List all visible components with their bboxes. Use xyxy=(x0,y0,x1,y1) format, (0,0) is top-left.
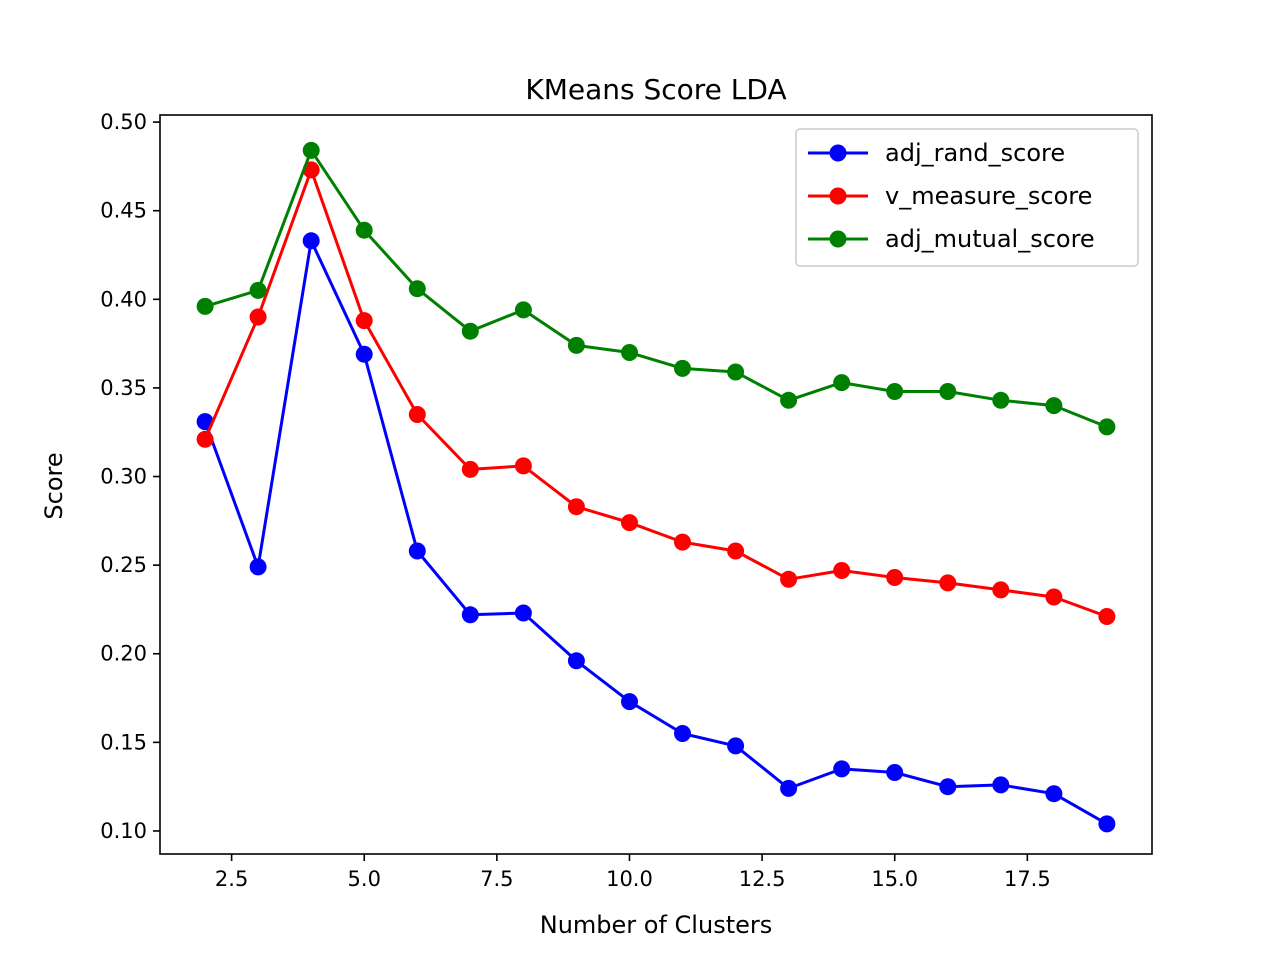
data-point-adj_rand_score-15 xyxy=(886,764,904,781)
data-point-adj_rand_score-12 xyxy=(727,737,745,755)
data-point-adj_rand_score-6 xyxy=(408,542,426,560)
y-tick-label: 0.15 xyxy=(100,730,147,754)
data-point-adj_mutual_score-9 xyxy=(567,336,585,354)
data-point-v_measure_score-14 xyxy=(833,562,851,579)
data-point-adj_mutual_score-7 xyxy=(461,322,479,340)
data-point-v_measure_score-9 xyxy=(567,498,585,516)
plot-frame xyxy=(159,114,1153,855)
data-point-adj_rand_score-5 xyxy=(355,345,373,363)
x-tick-label: 10.0 xyxy=(606,867,653,891)
data-point-adj_rand_score-7 xyxy=(461,606,479,624)
data-point-adj_mutual_score-10 xyxy=(621,344,638,361)
x-axis-label: Number of Clusters xyxy=(540,911,773,939)
data-point-v_measure_score-16 xyxy=(939,574,957,592)
data-point-v_measure_score-10 xyxy=(621,514,638,532)
data-point-v_measure_score-5 xyxy=(355,312,373,330)
x-tick-label: 15.0 xyxy=(871,867,918,891)
data-point-adj_rand_score-4 xyxy=(302,232,320,250)
data-point-adj_mutual_score-18 xyxy=(1045,397,1063,415)
series-line-adj_rand_score xyxy=(203,239,1108,826)
data-point-adj_mutual_score-5 xyxy=(355,221,373,239)
y-tick-label: 0.50 xyxy=(100,110,147,134)
y-tick-label: 0.45 xyxy=(100,199,147,223)
data-point-v_measure_score-18 xyxy=(1045,588,1063,606)
data-point-v_measure_score-15 xyxy=(886,569,904,586)
y-axis-label: Score xyxy=(40,452,68,519)
data-point-v_measure_score-3 xyxy=(249,308,267,326)
data-point-v_measure_score-13 xyxy=(780,570,798,588)
x-tick-label: 12.5 xyxy=(739,867,786,891)
data-point-adj_rand_score-17 xyxy=(992,776,1010,794)
data-point-v_measure_score-11 xyxy=(674,533,691,551)
y-tick-label: 0.35 xyxy=(100,376,147,400)
legend: adj_rand_score v_measure_score adj_mutual_… xyxy=(795,128,1139,267)
data-point-adj_rand_score-18 xyxy=(1045,785,1063,803)
data-point-v_measure_score-2 xyxy=(196,430,214,448)
plot-area: 2.5 5.0 7.5 10.0 12.5 15.0 17.5 0.10 0.15 0.20 0.2… xyxy=(100,110,1153,891)
legend-label-adj_rand_score: adj_rand_score xyxy=(885,139,1065,167)
data-point-adj_mutual_score-16 xyxy=(939,383,957,400)
legend-marker-adj_mutual_score xyxy=(829,230,847,248)
series-line-v_measure_score xyxy=(203,168,1108,618)
data-point-adj_mutual_score-15 xyxy=(886,383,904,400)
legend-box xyxy=(795,128,1139,267)
data-point-adj_rand_score-19 xyxy=(1098,815,1116,833)
data-point-adj_rand_score-11 xyxy=(674,725,691,742)
x-tick-label: 17.5 xyxy=(1004,867,1051,891)
data-point-adj_mutual_score-13 xyxy=(780,391,798,409)
y-tick-label: 0.10 xyxy=(100,819,147,843)
data-point-adj_mutual_score-6 xyxy=(408,280,426,298)
y-tick-label: 0.40 xyxy=(100,287,147,311)
legend-label-adj_mutual_score: adj_mutual_score xyxy=(885,225,1095,253)
legend-marker-adj_rand_score xyxy=(829,144,847,162)
legend-label-v_measure_score: v_measure_score xyxy=(885,182,1092,210)
data-point-adj_rand_score-10 xyxy=(621,693,638,711)
data-point-v_measure_score-12 xyxy=(727,542,745,560)
data-point-adj_mutual_score-19 xyxy=(1098,418,1116,436)
data-point-v_measure_score-6 xyxy=(408,406,426,423)
data-point-v_measure_score-8 xyxy=(514,457,532,475)
data-point-adj_rand_score-3 xyxy=(249,558,267,576)
x-tick-label: 2.5 xyxy=(215,867,248,891)
data-point-adj_mutual_score-4 xyxy=(302,141,320,159)
x-tick-label: 7.5 xyxy=(480,867,513,891)
data-point-adj_rand_score-8 xyxy=(514,604,532,622)
data-point-adj_mutual_score-11 xyxy=(674,359,691,377)
data-point-adj_mutual_score-3 xyxy=(249,281,267,299)
x-tick-label: 5.0 xyxy=(348,867,381,891)
data-point-adj_rand_score-14 xyxy=(833,760,851,778)
data-point-adj_rand_score-16 xyxy=(939,778,957,796)
data-point-v_measure_score-19 xyxy=(1098,608,1116,625)
chart-title: KMeans Score LDA xyxy=(525,73,786,106)
data-point-adj_rand_score-13 xyxy=(780,779,798,797)
data-point-v_measure_score-7 xyxy=(461,460,479,478)
data-point-adj_mutual_score-8 xyxy=(514,301,532,319)
data-point-adj_mutual_score-12 xyxy=(727,363,745,381)
series-line-adj_mutual_score xyxy=(204,148,1108,429)
y-tick-label: 0.20 xyxy=(100,642,147,666)
y-tick-label: 0.25 xyxy=(100,553,147,577)
data-point-adj_mutual_score-14 xyxy=(833,374,851,392)
data-point-adj_rand_score-9 xyxy=(567,652,585,670)
y-tick-label: 0.30 xyxy=(100,465,147,489)
data-point-adj_mutual_score-2 xyxy=(196,297,214,315)
data-point-v_measure_score-17 xyxy=(992,581,1010,599)
legend-marker-v_measure_score xyxy=(829,187,847,205)
data-point-adj_mutual_score-17 xyxy=(992,391,1010,409)
